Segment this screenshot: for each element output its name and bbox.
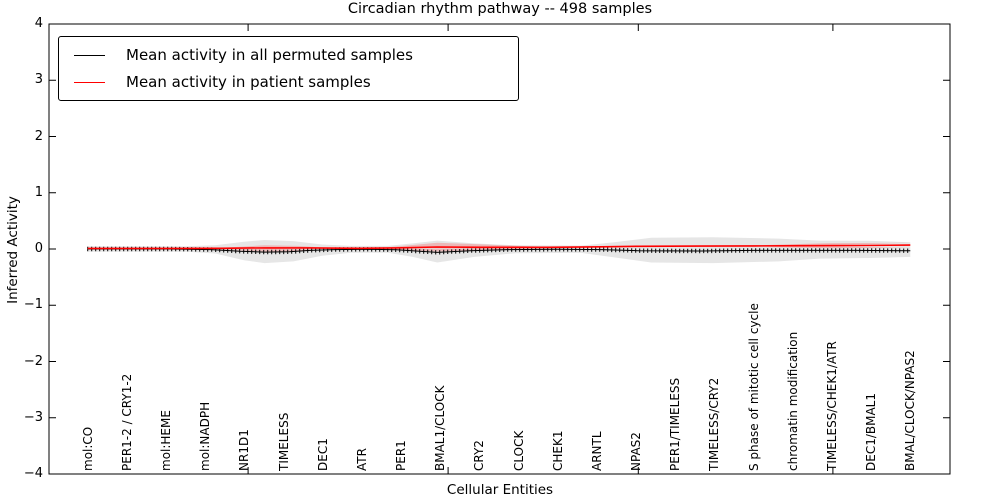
y-tick-label: 3	[34, 72, 43, 88]
x-category-label: CLOCK	[511, 430, 526, 471]
x-category-label: mol:CO	[80, 426, 95, 471]
patient-mean-line	[87, 244, 911, 250]
x-category-label: mol:NADPH	[198, 401, 213, 471]
y-tick-label: 4	[34, 16, 43, 31]
x-category-label: CHEK1	[550, 430, 565, 472]
x-category-label: BMAL1/CLOCK	[433, 385, 448, 472]
y-tick-label: 2	[34, 128, 43, 144]
chart-title: Circadian rhythm pathway -- 498 samples	[347, 1, 653, 17]
x-axis-label: Cellular Entities	[446, 482, 554, 498]
x-category-label: PER1	[394, 440, 409, 471]
x-category-label: DEC1/BMAL1	[864, 393, 879, 471]
x-category-label: TIMELESS/CRY2	[707, 377, 722, 471]
x-category-label: PER1-2 / CRY1-2	[119, 373, 134, 471]
x-category-label: S phase of mitotic cell cycle	[746, 303, 761, 471]
y-tick-label: −1	[23, 297, 43, 313]
x-category-label: ARNTL	[589, 431, 604, 471]
patient-samples-spread-right-band	[762, 242, 911, 249]
legend-item-patient: Mean activity in patient samples	[74, 73, 518, 91]
y-tick-label: 1	[34, 184, 43, 200]
x-category-label: DEC1	[315, 438, 330, 471]
x-category-label: PER1/TIMELESS	[668, 377, 683, 471]
legend: Mean activity in all permuted samples Me…	[58, 36, 519, 101]
red-line-swatch-icon	[74, 81, 105, 83]
x-category-label: TIMELESS	[276, 412, 291, 471]
y-tick-label: −4	[23, 466, 43, 481]
axis-ticks	[49, 23, 950, 475]
x-category-label: chromatin modification	[785, 331, 800, 471]
y-tick-label: −2	[23, 353, 43, 369]
legend-item-permuted: Mean activity in all permuted samples	[74, 46, 518, 64]
x-category-label: CRY2	[472, 440, 487, 471]
x-category-label: NR1D1	[237, 429, 252, 471]
x-category-label: BMAL/CLOCK/NPAS2	[903, 350, 918, 471]
black-line-swatch-icon	[74, 54, 105, 56]
x-category-label: NPAS2	[629, 432, 644, 471]
y-tick-label: −3	[23, 409, 43, 425]
y-tick-label: 0	[34, 241, 43, 256]
x-category-label: ATR	[354, 448, 369, 471]
x-category-label: mol:HEME	[159, 410, 174, 471]
legend-label: Mean activity in all permuted samples	[126, 46, 413, 64]
legend-label: Mean activity in patient samples	[126, 73, 371, 91]
x-category-label: TIMELESS/CHEK1/ATR	[824, 341, 839, 471]
